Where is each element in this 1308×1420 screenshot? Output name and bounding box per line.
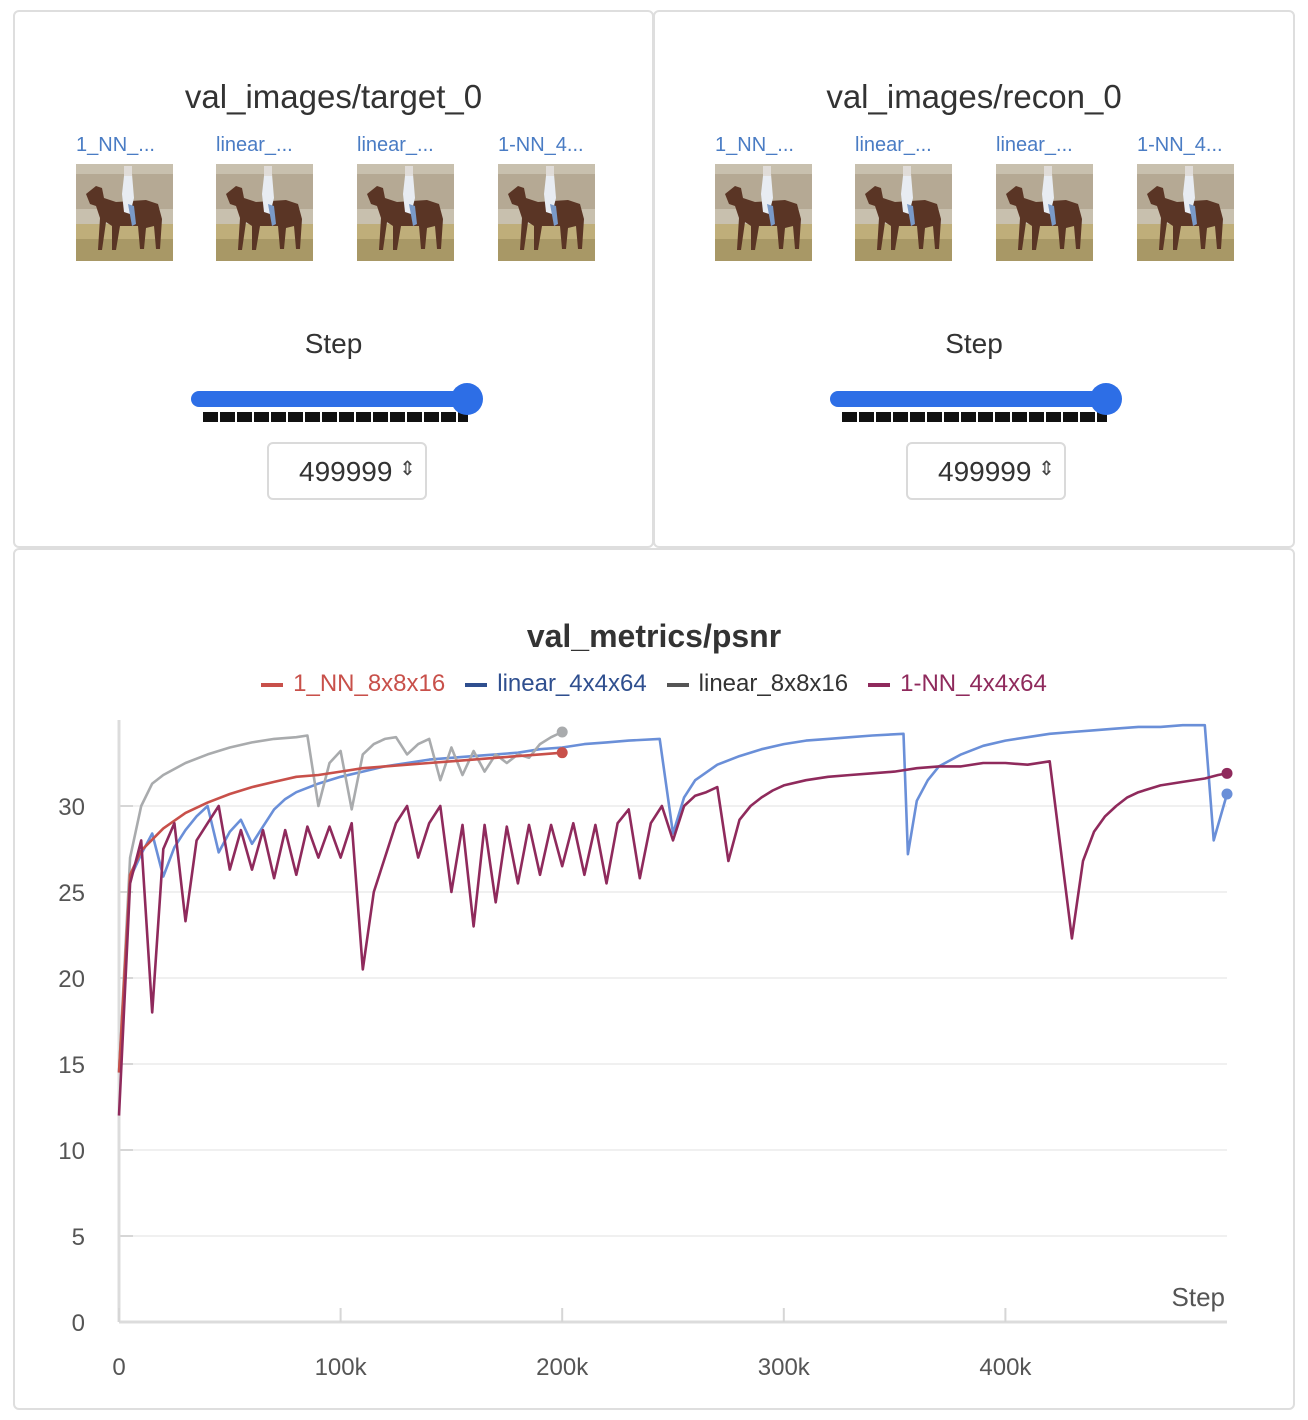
x-tick-label: 100k [315, 1354, 368, 1381]
y-tick-label: 10 [58, 1138, 85, 1165]
thumbnail-item[interactable]: linear_... [216, 130, 316, 266]
step-label: Step [304, 328, 363, 359]
up-down-chevron-icon[interactable]: ⇕ [399, 458, 416, 480]
legend-label: 1-NN_4x4x64 [900, 670, 1047, 697]
horse-image[interactable] [996, 164, 1093, 261]
thumbnail-caption[interactable]: linear_... [216, 134, 293, 156]
slider-ticks [203, 412, 468, 422]
y-tick-label: 0 [72, 1310, 85, 1337]
slider-track[interactable] [830, 391, 1115, 407]
step-slider[interactable] [830, 382, 1130, 422]
legend-label: 1_NN_8x8x16 [293, 670, 446, 697]
thumbnail-caption[interactable]: 1-NN_4... [1137, 134, 1223, 156]
thumbnail-row: 1_NN_... linear_... linear_... 1-NN_4... [75, 130, 605, 270]
thumbnail-item[interactable]: 1-NN_4... [498, 130, 598, 266]
series-endpoint-1_NN_8x8x16 [556, 747, 568, 759]
media-panel-target: val_images/target_0 1_NN_... linear_... … [13, 10, 654, 548]
series-endpoint-linear_8x8x16 [556, 726, 568, 738]
legend-swatch [261, 682, 284, 687]
legend-label: linear_8x8x16 [698, 670, 849, 697]
up-down-chevron-icon[interactable]: ⇕ [1038, 458, 1055, 480]
horse-image[interactable] [76, 164, 173, 261]
panel-title: val_images/target_0 [184, 78, 483, 115]
thumbnail-caption[interactable]: linear_... [855, 134, 932, 156]
legend-item-1_NN_8x8x16[interactable]: 1_NN_8x8x16 [261, 670, 445, 698]
series-line-1-NN_4x4x64 [117, 760, 1228, 1116]
y-tick-label: 20 [58, 966, 85, 993]
media-panel-recon: val_images/recon_0 1_NN_... linear_... l… [653, 10, 1295, 548]
legend-swatch [868, 682, 891, 687]
panel-title: val_images/recon_0 [826, 78, 1122, 115]
horse-image[interactable] [357, 164, 454, 261]
step-stepper[interactable]: 499999 ⇕ [906, 442, 1066, 500]
step-slider[interactable] [191, 382, 491, 422]
chart-title: val_metrics/psnr [526, 618, 782, 654]
horse-image[interactable] [1137, 164, 1234, 261]
horse-image[interactable] [715, 164, 812, 261]
series-line-linear_4x4x64 [117, 723, 1229, 1073]
thumbnail-caption[interactable]: linear_... [996, 134, 1073, 156]
horse-image[interactable] [216, 164, 313, 261]
legend-swatch [666, 682, 689, 687]
slider-track[interactable] [191, 391, 476, 407]
series-endpoint-1-NN_4x4x64 [1221, 767, 1233, 779]
thumbnail-row: 1_NN_... linear_... linear_... 1-NN_4... [715, 130, 1245, 270]
thumbnail-caption[interactable]: 1_NN_... [76, 134, 155, 156]
horse-image[interactable] [498, 164, 595, 261]
thumbnail-item[interactable]: linear_... [855, 130, 955, 266]
legend-label: linear_4x4x64 [497, 670, 647, 697]
y-tick-label: 15 [58, 1052, 85, 1079]
y-tick-label: 5 [72, 1224, 85, 1251]
y-tick-label: 25 [58, 880, 85, 907]
step-label: Step [945, 328, 1003, 359]
chart-panel: val_metrics/psnr 1_NN_8x8x16 linear_4x4x6… [13, 548, 1295, 1410]
thumbnail-item[interactable]: linear_... [996, 130, 1096, 266]
slider-handle[interactable] [1090, 383, 1122, 415]
x-tick-label: 400k [979, 1354, 1032, 1381]
step-value[interactable]: 499999 [938, 456, 1032, 487]
thumbnail-item[interactable]: 1_NN_... [76, 130, 176, 266]
horse-image[interactable] [855, 164, 952, 261]
chart-legend: 1_NN_8x8x16 linear_4x4x64 linear_8x8x16 1-N… [15, 670, 1293, 698]
series-endpoint-linear_4x4x64 [1221, 788, 1233, 800]
step-value[interactable]: 499999 [299, 456, 393, 487]
slider-ticks [842, 412, 1107, 422]
thumbnail-caption[interactable]: linear_... [357, 134, 434, 156]
x-tick-label: 300k [758, 1354, 811, 1381]
legend-item-linear_4x4x64[interactable]: linear_4x4x64 [465, 670, 647, 698]
x-tick-label: 200k [536, 1354, 589, 1381]
x-axis-label: Step [1172, 1282, 1226, 1312]
series-line-1_NN_8x8x16 [117, 751, 563, 1073]
thumbnail-caption[interactable]: 1_NN_... [715, 134, 794, 156]
legend-item-1-NN_4x4x64[interactable]: 1-NN_4x4x64 [868, 670, 1047, 698]
legend-swatch [465, 682, 488, 687]
thumbnail-item[interactable]: linear_... [357, 130, 457, 266]
y-tick-label: 30 [58, 794, 85, 821]
step-stepper[interactable]: 499999 ⇕ [267, 442, 427, 500]
legend-item-linear_8x8x16[interactable]: linear_8x8x16 [666, 670, 849, 698]
x-tick-label: 0 [112, 1354, 125, 1381]
slider-handle[interactable] [451, 383, 483, 415]
thumbnail-caption[interactable]: 1-NN_4... [498, 134, 584, 156]
thumbnail-item[interactable]: 1_NN_... [715, 130, 815, 266]
psnr-line-chart: 0 5 10 15 20 25 30 0 100k 200k 300k 400k Step [58, 720, 1233, 1381]
thumbnail-item[interactable]: 1-NN_4... [1137, 130, 1237, 266]
